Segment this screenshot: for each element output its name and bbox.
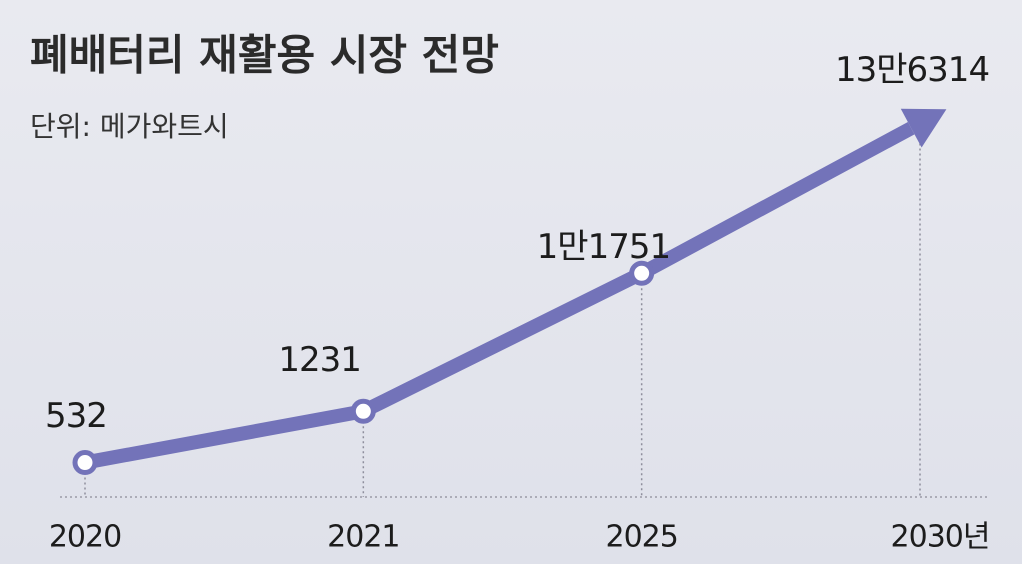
x-tick-label: 2020: [49, 520, 121, 555]
value-label: 13만6314: [835, 50, 989, 90]
value-label: 1만1751: [537, 227, 670, 267]
point-marker: [350, 398, 376, 424]
chart-subtitle: 단위: 메가와트시: [30, 110, 229, 143]
value-label: 532: [45, 396, 107, 436]
x-tick-label: 2025: [605, 520, 677, 555]
arrow-head: [900, 108, 947, 148]
value-label: 1231: [278, 340, 361, 380]
point-marker: [629, 260, 655, 286]
chart-title: 폐배터리 재활용 시장 전망: [30, 31, 499, 80]
x-tick-label: 2021: [327, 520, 399, 555]
x-tick-label: 2030년: [891, 520, 990, 555]
point-marker: [72, 450, 98, 476]
data-line: [83, 122, 915, 470]
